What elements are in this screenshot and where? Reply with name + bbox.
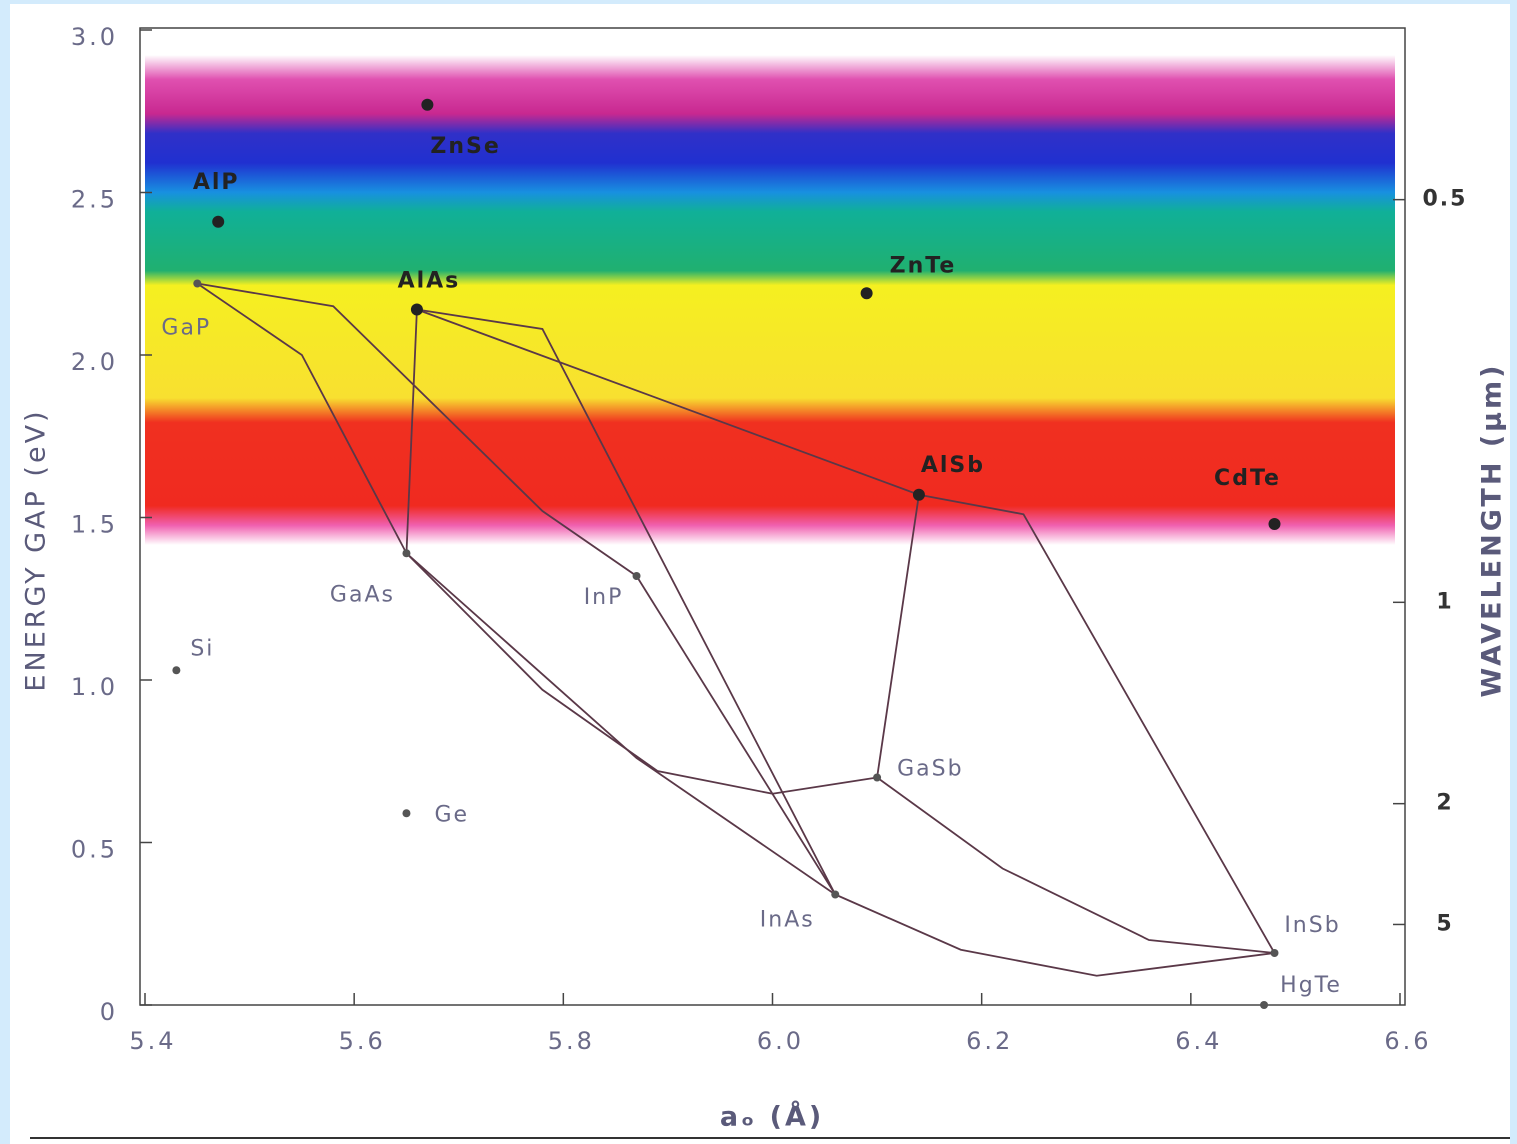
- spectrum-bands: [145, 55, 1395, 545]
- x-tick-label: 6.0: [757, 1027, 804, 1055]
- compound-label: AlP: [193, 170, 240, 195]
- compound-point: [411, 304, 423, 316]
- compound-label: ZnTe: [890, 253, 957, 278]
- x-tick-label: 5.8: [548, 1027, 595, 1055]
- compound-point: [831, 891, 839, 899]
- compound-point: [212, 216, 224, 228]
- y-tick-label: 3.0: [71, 23, 118, 51]
- compound-label: Si: [190, 636, 214, 661]
- compound-label: InAs: [760, 908, 815, 933]
- compound-label: CdTe: [1214, 466, 1281, 491]
- compound-point: [193, 280, 201, 288]
- y-tick-label: 2.0: [71, 348, 118, 376]
- x-tick-label: 6.4: [1175, 1027, 1222, 1055]
- y2-tick-label: 5: [1436, 911, 1453, 936]
- y2-tick-label: 0.5: [1423, 187, 1468, 212]
- y-tick-label: 2.5: [71, 186, 118, 214]
- compound-point: [402, 549, 410, 557]
- y-tick-label: 0: [100, 998, 118, 1026]
- compound-point: [861, 287, 873, 299]
- compound-label: InP: [584, 585, 624, 610]
- y-tick-label: 1.0: [71, 673, 118, 701]
- compound-point: [172, 666, 180, 674]
- compound-point: [633, 572, 641, 580]
- x-axis-label: aₒ (Å): [720, 1101, 824, 1133]
- y2-tick-label: 2: [1436, 791, 1453, 816]
- y2-axis-label: WAVELENGTH (µm): [1477, 363, 1508, 698]
- x-tick-label: 5.4: [129, 1027, 176, 1055]
- x-tick-label: 6.6: [1384, 1027, 1431, 1055]
- compound-point: [873, 774, 881, 782]
- y2-tick-label: 1: [1436, 589, 1453, 614]
- compound-label: GaAs: [330, 582, 395, 607]
- x-tick-label: 6.2: [966, 1027, 1013, 1055]
- y-axis-label: ENERGY GAP (eV): [21, 408, 52, 691]
- compound-point: [402, 809, 410, 817]
- compound-label: GaP: [161, 316, 211, 341]
- compound-point: [421, 99, 433, 111]
- compound-label: ZnSe: [430, 134, 500, 159]
- compound-label: Ge: [434, 802, 469, 827]
- compound-point: [1260, 1001, 1268, 1009]
- compound-point: [913, 489, 925, 501]
- x-tick-label: 5.6: [339, 1027, 386, 1055]
- compound-point: [1271, 949, 1279, 957]
- compound-point: [1269, 518, 1281, 530]
- compound-label: GaSb: [897, 757, 963, 782]
- compound-label: AlSb: [921, 453, 985, 478]
- compound-label: AlAs: [398, 269, 461, 294]
- y-tick-label: 1.5: [71, 511, 118, 539]
- compound-label: HgTe: [1280, 973, 1342, 998]
- chart: aₒ (Å) ENERGY GAP (eV) WAVELENGTH (µm) 5…: [0, 0, 1517, 1144]
- y-tick-label: 0.5: [71, 836, 118, 864]
- compound-label: InSb: [1284, 913, 1340, 938]
